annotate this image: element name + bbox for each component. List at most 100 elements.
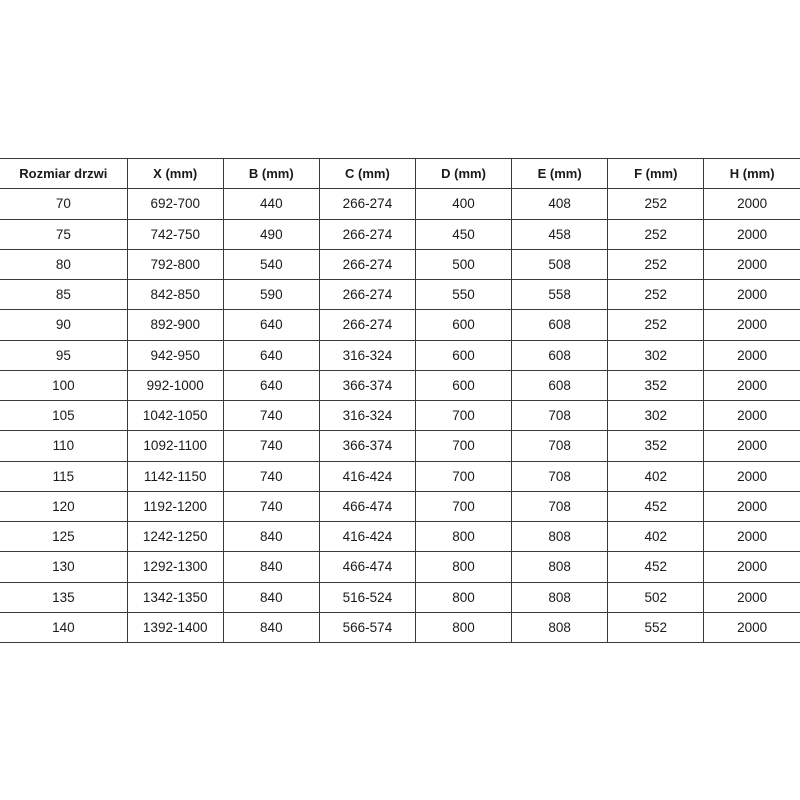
table-cell: 500 (414, 248, 513, 281)
table-cell: 110 (0, 430, 128, 462)
table-row: 110 1092-1100 740 366-374 700 708 352 2000 (0, 430, 800, 462)
table-cell: 700 (414, 460, 513, 492)
table-cell: 516-524 (318, 581, 416, 613)
table-cell: 458 (511, 218, 609, 250)
table-cell: 550 (414, 278, 513, 311)
table-cell: 1242-1250 (126, 520, 224, 553)
table-cell: 440 (222, 188, 320, 220)
table-row: 75 742-750 490 266-274 450 458 252 2000 (0, 218, 800, 250)
table-cell: 2000 (703, 490, 800, 523)
table-cell: 402 (607, 520, 705, 553)
table-cell: 316-324 (318, 399, 416, 432)
table-cell: 450 (414, 218, 513, 250)
table-cell: 840 (222, 551, 320, 583)
table-cell: 266-274 (318, 188, 416, 220)
table-cell: 2000 (703, 551, 800, 583)
table-cell: 892-900 (126, 309, 224, 341)
table-cell: 452 (607, 551, 705, 583)
table-cell: 800 (414, 611, 513, 644)
table-cell: 466-474 (318, 490, 416, 523)
table-cell: 708 (511, 460, 609, 492)
table-cell: 740 (222, 460, 320, 492)
table-cell: 842-850 (126, 278, 224, 311)
table-cell: 800 (414, 520, 513, 553)
table-cell: 2000 (703, 248, 800, 281)
table-cell: 80 (0, 248, 128, 281)
table-cell: 552 (607, 611, 705, 644)
table-cell: 252 (607, 218, 705, 250)
table-cell: 640 (222, 309, 320, 341)
table-cell: 708 (511, 430, 609, 462)
table-cell: 508 (511, 248, 609, 281)
door-size-table: Rozmiar drzwi X (mm) B (mm) C (mm) D (mm) E (… (0, 157, 800, 644)
table-cell: 1042-1050 (126, 399, 224, 432)
table-cell: 2000 (703, 520, 800, 553)
table-cell: 115 (0, 460, 128, 492)
table-cell: 266-274 (318, 309, 416, 341)
table-cell: 992-1000 (126, 369, 224, 402)
table-cell: 808 (511, 611, 609, 644)
table-header: Rozmiar drzwi X (mm) B (mm) C (mm) D (mm) E (… (0, 157, 800, 190)
table-row: 105 1042-1050 740 316-324 700 708 302 2000 (0, 399, 800, 432)
table-cell: 640 (222, 339, 320, 371)
table-row: 95 942-950 640 316-324 600 608 302 2000 (0, 339, 800, 371)
table-cell: 840 (222, 520, 320, 553)
table-cell: 105 (0, 399, 128, 432)
table-cell: 95 (0, 339, 128, 371)
table-cell: 2000 (703, 581, 800, 613)
table-cell: 608 (511, 339, 609, 371)
table-row: 125 1242-1250 840 416-424 800 808 402 2000 (0, 520, 800, 553)
table-cell: 1142-1150 (126, 460, 224, 492)
table-cell: 840 (222, 611, 320, 644)
table-row: 135 1342-1350 840 516-524 800 808 502 2000 (0, 581, 800, 613)
table-cell: 252 (607, 309, 705, 341)
table-cell: 740 (222, 490, 320, 523)
table-cell: 266-274 (318, 278, 416, 311)
table-cell: 700 (414, 399, 513, 432)
table-cell: 800 (414, 581, 513, 613)
table-cell: 708 (511, 399, 609, 432)
table-body: 70 692-700 440 266-274 400 408 252 2000 75 742-75… (0, 188, 800, 644)
column-header: E (mm) (511, 157, 609, 190)
table-cell: 302 (607, 399, 705, 432)
table-row: 120 1192-1200 740 466-474 700 708 452 2000 (0, 490, 800, 523)
table-cell: 2000 (703, 399, 800, 432)
table-cell: 120 (0, 490, 128, 523)
table-cell: 590 (222, 278, 320, 311)
table-cell: 692-700 (126, 188, 224, 220)
table-row: 80 792-800 540 266-274 500 508 252 2000 (0, 248, 800, 281)
table-cell: 75 (0, 218, 128, 250)
column-header: X (mm) (126, 157, 224, 190)
table-cell: 2000 (703, 339, 800, 371)
table-cell: 2000 (703, 430, 800, 462)
table-cell: 800 (414, 551, 513, 583)
table-cell: 416-424 (318, 460, 416, 492)
table-cell: 2000 (703, 369, 800, 402)
table-cell: 266-274 (318, 248, 416, 281)
table-cell: 600 (414, 339, 513, 371)
table-cell: 502 (607, 581, 705, 613)
table-cell: 400 (414, 188, 513, 220)
table-cell: 608 (511, 369, 609, 402)
table-row: 100 992-1000 640 366-374 600 608 352 2000 (0, 369, 800, 402)
table-cell: 408 (511, 188, 609, 220)
table-row: 130 1292-1300 840 466-474 800 808 452 2000 (0, 551, 800, 583)
table-cell: 740 (222, 399, 320, 432)
table-cell: 742-750 (126, 218, 224, 250)
table-cell: 452 (607, 490, 705, 523)
table-cell: 942-950 (126, 339, 224, 371)
table-cell: 608 (511, 309, 609, 341)
column-header: F (mm) (607, 157, 705, 190)
header-row: Rozmiar drzwi X (mm) B (mm) C (mm) D (mm) E (… (0, 157, 800, 190)
table-cell: 1342-1350 (126, 581, 224, 613)
table-cell: 316-324 (318, 339, 416, 371)
table-cell: 700 (414, 430, 513, 462)
column-header: D (mm) (414, 157, 513, 190)
table-cell: 302 (607, 339, 705, 371)
table-cell: 740 (222, 430, 320, 462)
table-cell: 600 (414, 369, 513, 402)
table-cell: 566-574 (318, 611, 416, 644)
table-cell: 640 (222, 369, 320, 402)
table-cell: 1092-1100 (126, 430, 224, 462)
table-cell: 808 (511, 520, 609, 553)
